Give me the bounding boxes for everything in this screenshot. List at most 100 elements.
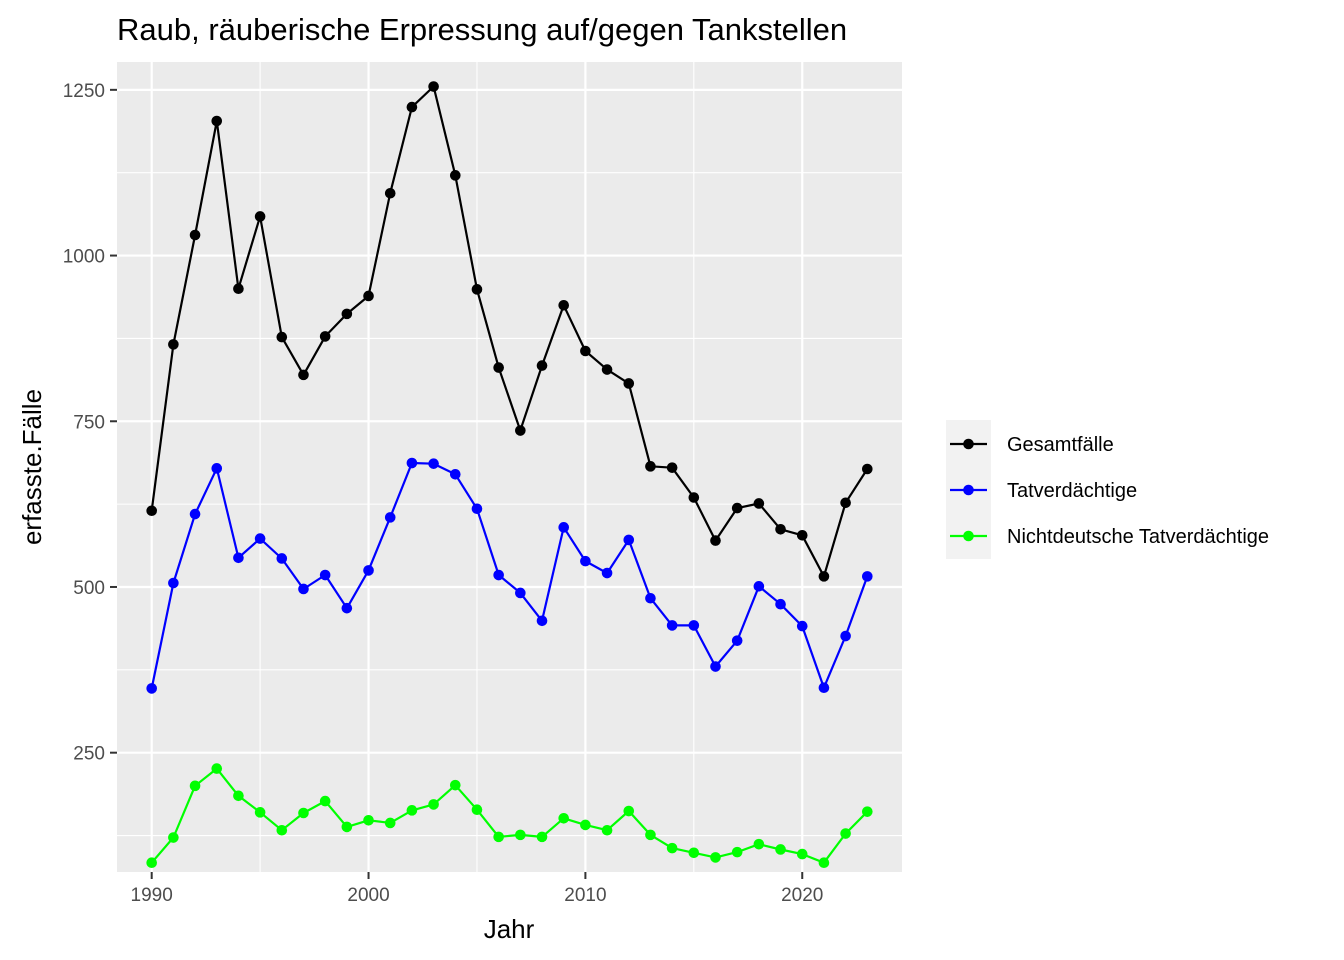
series-line	[150, 767, 869, 864]
data-point	[862, 571, 873, 582]
data-point	[406, 457, 418, 469]
data-point	[666, 842, 678, 854]
data-point	[211, 763, 223, 774]
legend-marker	[963, 530, 974, 542]
x-tick-label: 2000	[347, 885, 389, 906]
minor-gridlines	[117, 62, 902, 872]
data-point	[645, 592, 656, 604]
data-point	[319, 569, 331, 581]
data-point	[298, 583, 309, 595]
data-point	[341, 821, 353, 833]
data-point	[775, 844, 786, 855]
x-tick-label: 2020	[781, 885, 823, 906]
legend-item: Nichtdeutsche Tatverdächtige	[950, 526, 1269, 548]
y-axis-title: erfasste.Fälle	[17, 389, 47, 545]
data-point	[254, 807, 266, 818]
data-point	[645, 461, 656, 472]
y-tick-label: 1250	[63, 81, 105, 102]
data-point	[796, 848, 808, 860]
data-point	[341, 602, 353, 614]
data-point	[146, 857, 157, 869]
data-point	[428, 799, 439, 810]
y-axis: 250 500 750 1000 1250	[63, 81, 117, 765]
data-point	[168, 339, 179, 350]
data-point	[731, 846, 743, 858]
data-point	[840, 630, 851, 642]
series-line	[150, 461, 869, 689]
data-point	[211, 115, 223, 127]
y-tick-label: 750	[73, 412, 105, 433]
data-point	[666, 620, 678, 631]
data-point	[276, 553, 288, 564]
data-point	[862, 806, 873, 817]
data-point	[298, 369, 309, 381]
legend-item: Gesamtfälle	[950, 434, 1114, 456]
data-point	[168, 577, 179, 589]
data-point	[558, 522, 570, 533]
data-point	[384, 187, 396, 199]
data-point	[363, 290, 374, 302]
data-point	[580, 819, 591, 831]
data-point	[775, 598, 786, 610]
legend-label: Gesamtfälle	[1007, 434, 1114, 456]
data-point	[796, 620, 808, 632]
data-point	[493, 362, 504, 373]
y-tick-label: 250	[73, 744, 105, 765]
data-point	[471, 503, 483, 515]
data-point	[233, 552, 244, 564]
legend-marker	[963, 484, 974, 496]
legend: Gesamtfälle Tatverdächtige Nichtdeutsche T…	[946, 420, 1269, 559]
data-point	[254, 533, 266, 544]
data-point	[536, 831, 548, 843]
data-point	[276, 331, 288, 343]
data-point	[710, 852, 721, 863]
data-point	[384, 512, 396, 523]
data-point	[449, 170, 461, 181]
data-point	[840, 828, 851, 839]
data-point	[319, 795, 331, 807]
data-point	[341, 308, 353, 320]
x-tick-label: 2010	[564, 885, 606, 906]
legend-label: Tatverdächtige	[1007, 480, 1137, 502]
data-point	[645, 829, 656, 841]
y-tick-label: 500	[73, 578, 105, 599]
data-point	[580, 345, 591, 357]
data-point	[493, 569, 504, 581]
data-point	[471, 804, 483, 815]
data-point	[189, 780, 201, 792]
data-point	[233, 790, 244, 802]
data-point	[601, 364, 613, 375]
data-point	[146, 683, 157, 694]
x-tick-label: 1990	[131, 885, 173, 906]
data-point	[818, 571, 830, 582]
data-point	[406, 101, 418, 113]
data-point	[688, 847, 700, 859]
data-point	[449, 468, 461, 480]
data-point	[753, 838, 765, 850]
data-point	[233, 283, 244, 294]
data-series	[146, 81, 873, 869]
data-point	[168, 832, 179, 843]
data-point	[471, 284, 483, 295]
data-point	[254, 211, 266, 222]
data-point	[601, 824, 613, 836]
data-point	[688, 620, 700, 631]
data-point	[384, 817, 396, 829]
data-point	[558, 299, 570, 311]
data-point	[515, 425, 526, 436]
x-axis: 1990 2000 2010 2020	[131, 872, 823, 906]
data-point	[731, 502, 743, 514]
data-point	[753, 581, 765, 592]
chart-title: Raub, räuberische Erpressung auf/gegen T…	[117, 12, 847, 47]
data-point	[796, 529, 808, 541]
data-point	[493, 831, 504, 843]
data-point	[319, 331, 331, 342]
data-point	[146, 505, 157, 517]
data-point	[211, 463, 223, 474]
data-point	[189, 229, 201, 241]
data-point	[818, 857, 830, 869]
data-point	[710, 661, 721, 672]
data-point	[818, 682, 830, 694]
data-point	[189, 508, 201, 520]
